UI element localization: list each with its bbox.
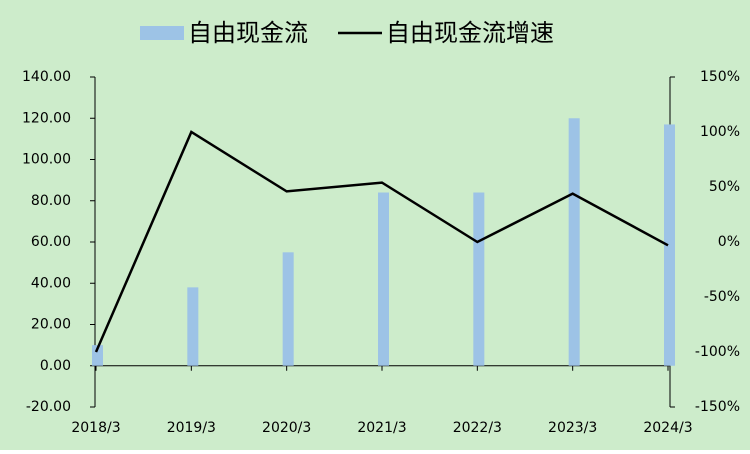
bar	[378, 192, 389, 366]
y2-tick-label: 100%	[700, 124, 740, 140]
y2-tick-label: 0%	[718, 234, 740, 250]
x-tick-label: 2018/3	[71, 420, 120, 436]
line	[94, 130, 669, 353]
bar	[568, 118, 580, 366]
y2-tick-label: -150%	[695, 399, 740, 415]
x-tick-label: 2023/3	[548, 420, 597, 436]
bar	[664, 124, 675, 366]
bar	[473, 192, 485, 366]
y2-tick-label: 50%	[709, 179, 740, 195]
y2-tick-label: 150%	[700, 69, 740, 85]
x-tick-label: 2020/3	[262, 420, 311, 436]
legend-swatch	[140, 26, 184, 40]
legend-label: 自由现金流增速	[386, 19, 554, 47]
x-tick-label: 2024/3	[643, 420, 692, 436]
y-tick-label: 40.00	[31, 275, 71, 291]
y-tick-label: 140.00	[22, 69, 71, 85]
y2-tick-label: -100%	[695, 344, 740, 360]
bar	[92, 345, 103, 366]
x-tick-label: 2021/3	[357, 420, 406, 436]
y-tick-label: 20.00	[31, 317, 71, 333]
y-tick-label: 100.00	[22, 152, 71, 168]
y2-tick-label: -50%	[704, 289, 740, 305]
y-tick-label: -20.00	[26, 399, 71, 415]
legend-label: 自由现金流	[188, 19, 308, 47]
y-tick-label: 0.00	[40, 358, 71, 374]
bar	[282, 252, 294, 366]
x-tick-label: 2022/3	[453, 420, 502, 436]
y-tick-label: 60.00	[31, 234, 71, 250]
y-tick-label: 80.00	[31, 193, 71, 209]
y-tick-label: 120.00	[22, 110, 71, 126]
bar	[187, 287, 199, 366]
x-tick-label: 2019/3	[167, 420, 216, 436]
